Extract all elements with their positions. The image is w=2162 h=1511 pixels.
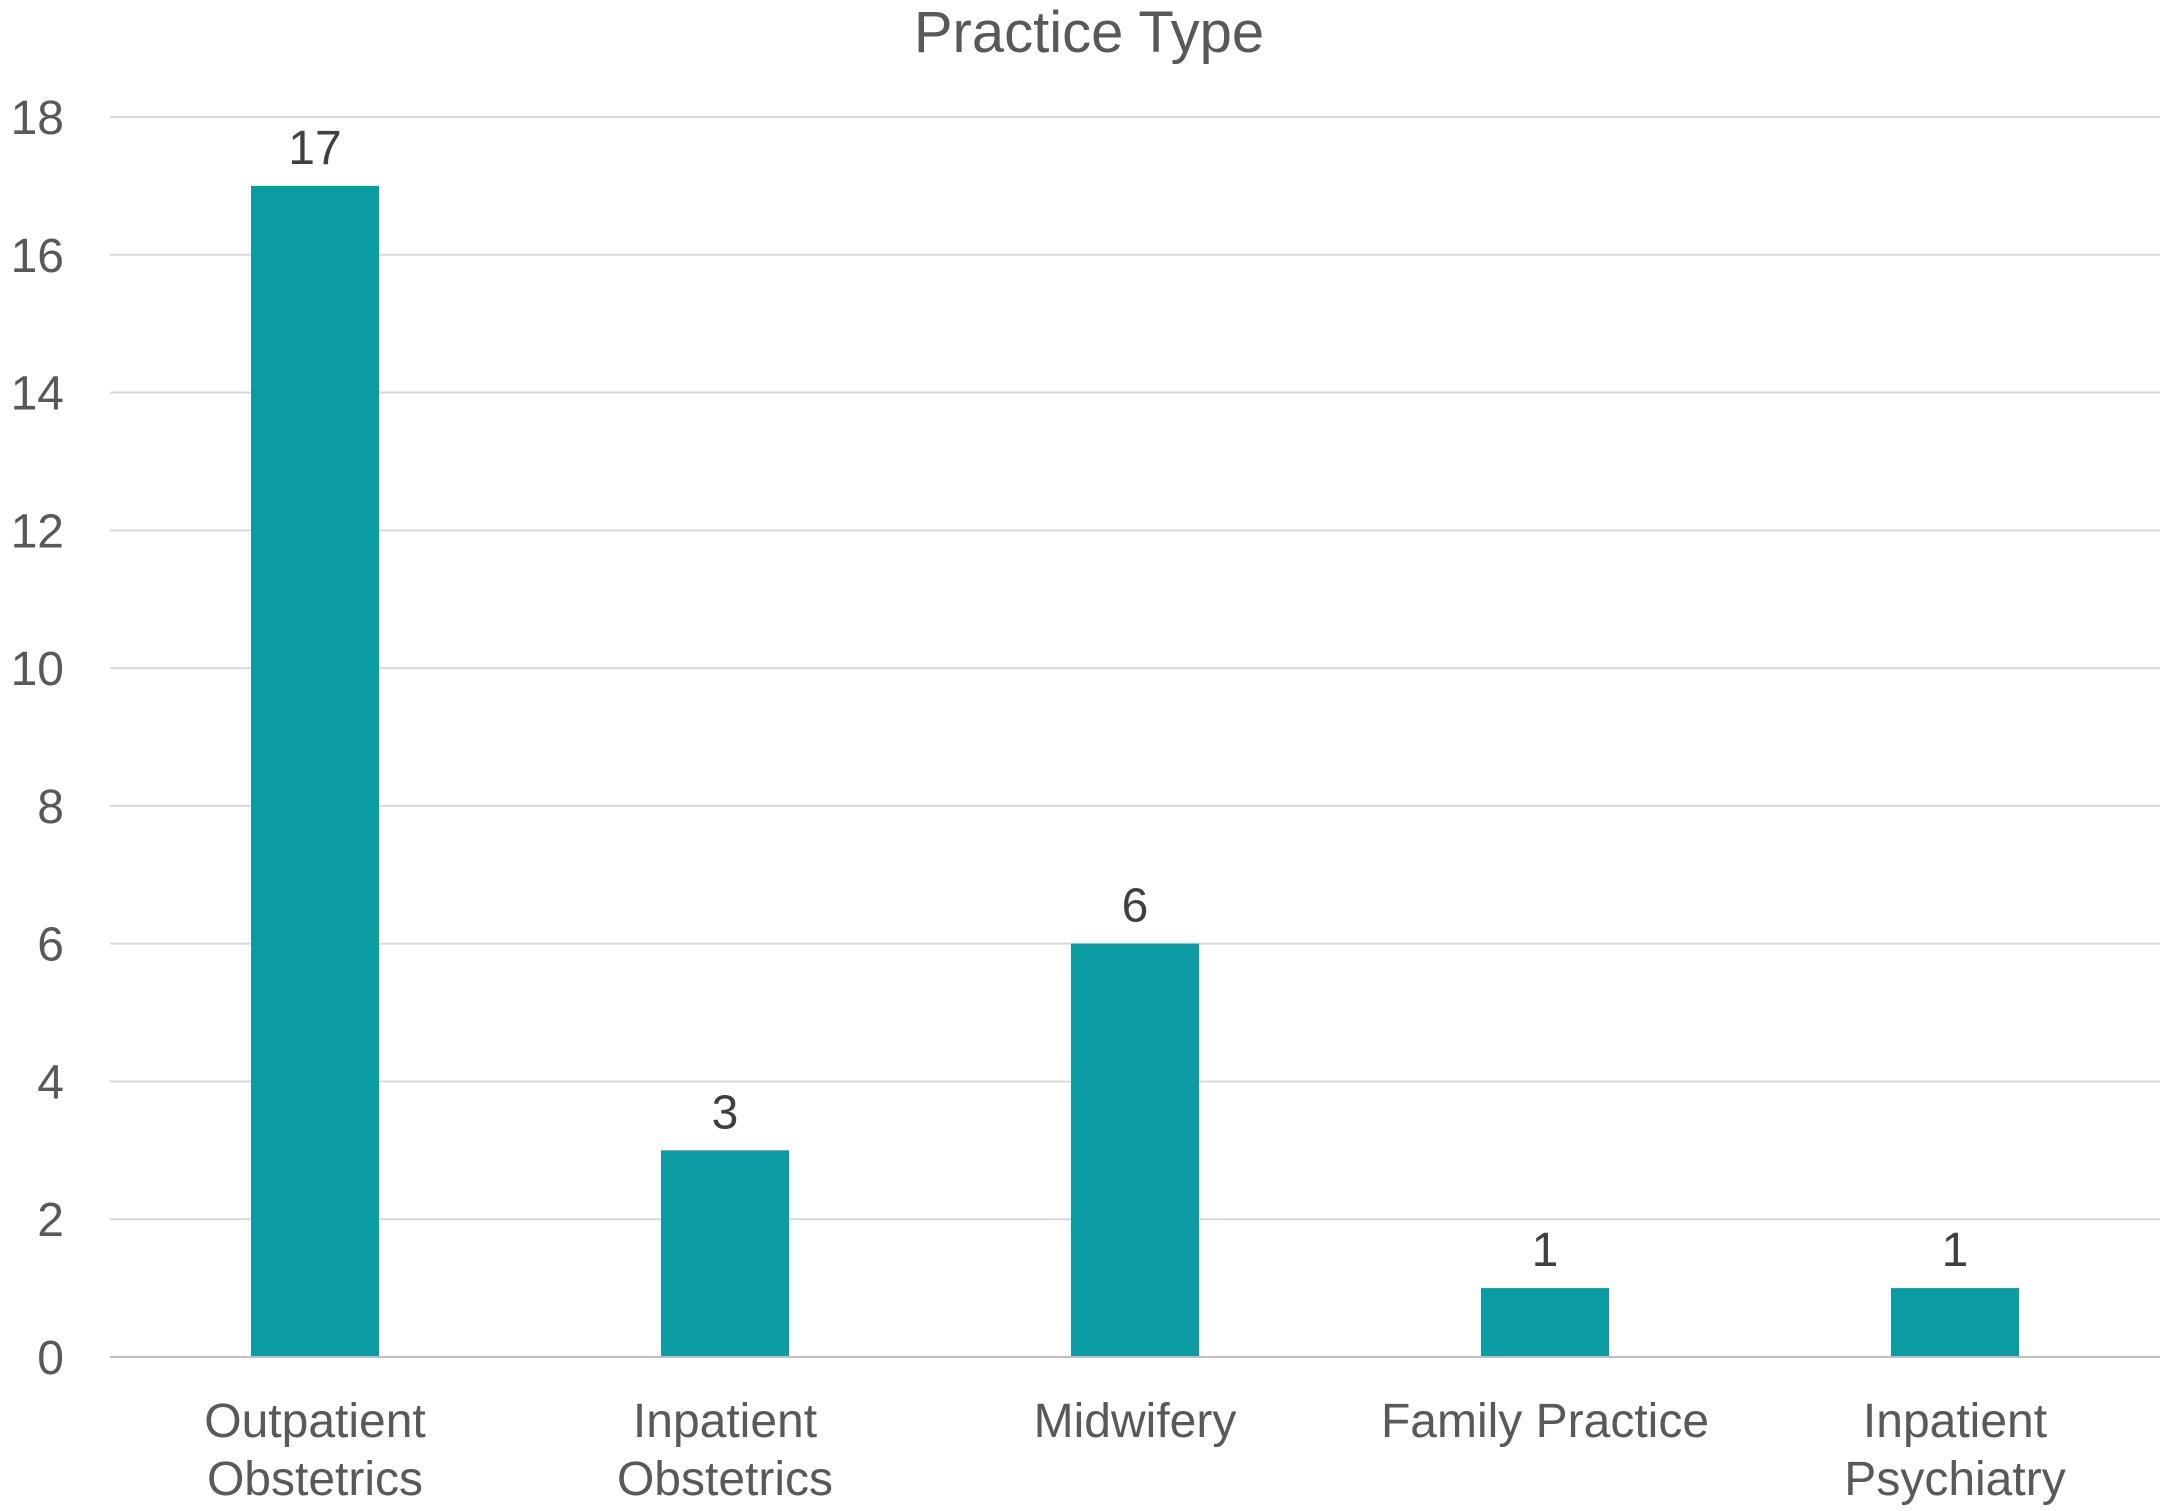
y-tick-label: 6 [37, 919, 64, 972]
x-tick-label-line: Obstetrics [207, 1453, 423, 1506]
y-tick-label: 12 [11, 505, 64, 558]
y-tick-label: 10 [11, 643, 64, 696]
data-label: 1 [1942, 1224, 1969, 1277]
x-tick-label: Inpatient Psychiatry [1844, 1395, 2065, 1506]
data-label: 1 [1532, 1224, 1559, 1277]
x-tick-label-line: Obstetrics [617, 1453, 833, 1506]
y-tick-label: 2 [37, 1194, 64, 1247]
x-tick-label-line: Inpatient [1863, 1395, 2047, 1448]
x-tick-label: Outpatient Obstetrics [204, 1395, 425, 1506]
y-tick-label: 8 [37, 781, 64, 834]
bar [251, 185, 379, 1357]
gridlines [110, 116, 2160, 1221]
data-label: 3 [712, 1086, 739, 1139]
x-tick-label-line: Outpatient [204, 1395, 425, 1448]
bar [661, 1150, 789, 1357]
data-label: 17 [288, 122, 341, 175]
bar [1481, 1288, 1609, 1357]
bars [251, 185, 2019, 1357]
chart-title: Practice Type [914, 0, 1264, 65]
x-tick-label: Midwifery [1034, 1395, 1237, 1448]
bar [1891, 1288, 2019, 1357]
x-tick-label: Family Practice [1381, 1395, 1709, 1448]
x-tick-label-line: Midwifery [1034, 1395, 1237, 1448]
data-labels: 17 3 6 1 1 [288, 122, 1968, 1277]
y-axis-ticks: 0 2 4 6 8 10 12 14 16 18 [11, 92, 64, 1385]
x-tick-label-line: Psychiatry [1844, 1453, 2065, 1506]
x-tick-label-line: Inpatient [633, 1395, 817, 1448]
y-tick-label: 14 [11, 368, 64, 421]
x-tick-label-line: Family Practice [1381, 1395, 1709, 1448]
y-tick-label: 16 [11, 230, 64, 283]
y-tick-label: 0 [37, 1332, 64, 1385]
bar [1071, 943, 1199, 1357]
y-tick-label: 4 [37, 1056, 64, 1109]
data-label: 6 [1122, 880, 1149, 933]
y-tick-label: 18 [11, 92, 64, 145]
x-tick-label: Inpatient Obstetrics [617, 1395, 833, 1506]
